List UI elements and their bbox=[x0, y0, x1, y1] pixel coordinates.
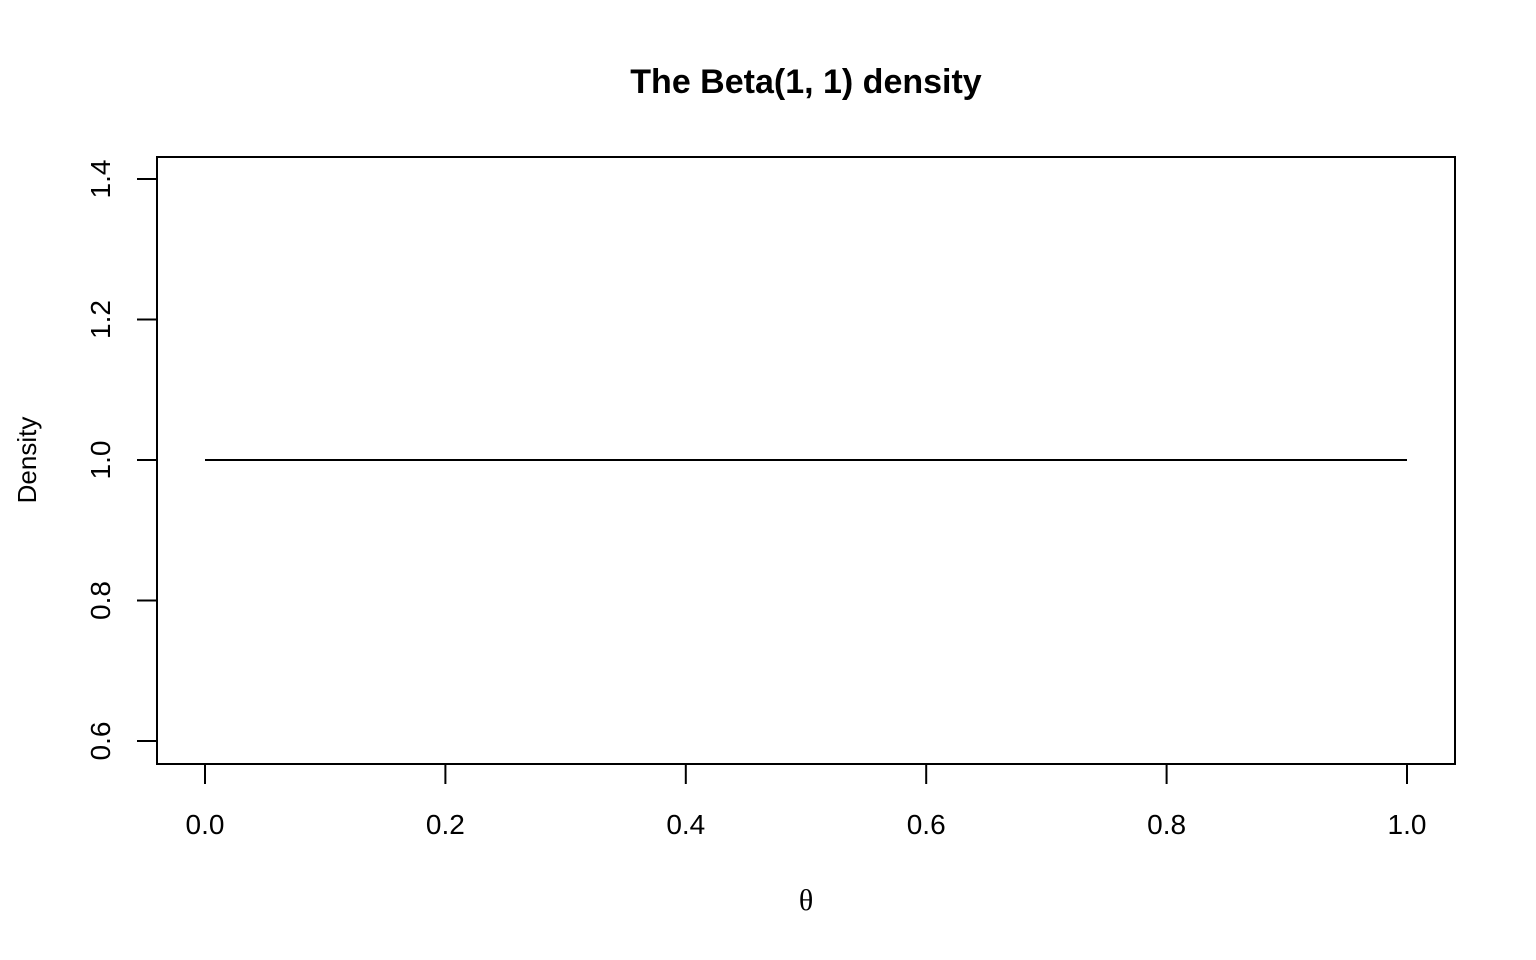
y-tick-label: 0.8 bbox=[85, 581, 116, 620]
y-tick-label: 1.2 bbox=[85, 300, 116, 339]
chart-title: The Beta(1, 1) density bbox=[630, 63, 982, 101]
y-tick-label: 0.6 bbox=[85, 722, 116, 761]
y-axis: 0.6 0.8 1.0 1.2 1.4 bbox=[85, 160, 158, 761]
y-tick-label: 1.4 bbox=[85, 160, 116, 199]
x-tick-label: 0.8 bbox=[1147, 809, 1186, 840]
x-axis-label: θ bbox=[799, 884, 813, 917]
x-tick-label: 0.0 bbox=[186, 809, 225, 840]
y-axis-label: Density bbox=[12, 417, 42, 504]
x-tick-label: 0.2 bbox=[426, 809, 465, 840]
x-tick-label: 1.0 bbox=[1388, 809, 1427, 840]
x-tick-label: 0.4 bbox=[666, 809, 705, 840]
x-axis: 0.0 0.2 0.4 0.6 0.8 1.0 bbox=[186, 763, 1427, 840]
x-tick-label: 0.6 bbox=[907, 809, 946, 840]
y-tick-label: 1.0 bbox=[85, 441, 116, 480]
